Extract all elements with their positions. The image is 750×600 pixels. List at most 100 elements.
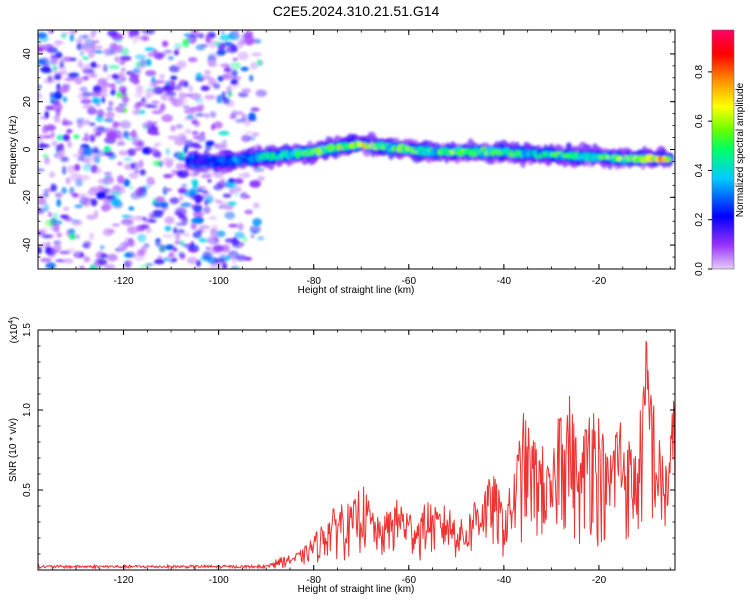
noise-blob bbox=[165, 91, 177, 97]
noise-blob bbox=[201, 173, 212, 179]
noise-blob bbox=[62, 258, 74, 264]
colorbar-tick-label: 0.2 bbox=[694, 212, 705, 226]
noise-blob bbox=[94, 209, 99, 219]
noise-blob bbox=[234, 30, 239, 38]
noise-blob bbox=[108, 100, 114, 107]
noise-blob bbox=[92, 125, 100, 133]
y-tick-label: -40 bbox=[22, 237, 33, 252]
noise-blob bbox=[104, 174, 111, 179]
noise-blob bbox=[141, 35, 150, 42]
colorbar-frame bbox=[711, 29, 735, 270]
noise-blob bbox=[227, 201, 237, 207]
noise-blob bbox=[132, 77, 140, 85]
noise-blob bbox=[189, 191, 196, 196]
noise-blob bbox=[84, 119, 91, 125]
noise-blob bbox=[145, 58, 152, 67]
noise-blob bbox=[190, 30, 200, 36]
noise-blob bbox=[230, 61, 241, 70]
noise-blob bbox=[195, 44, 206, 51]
noise-blob bbox=[209, 228, 216, 236]
noise-blob bbox=[136, 249, 141, 256]
noise-blob bbox=[43, 203, 50, 213]
noise-blob bbox=[215, 200, 223, 204]
y-tick-label: 0.5 bbox=[22, 483, 33, 497]
noise-blob bbox=[97, 178, 108, 184]
noise-blob bbox=[110, 198, 121, 206]
noise-blob bbox=[54, 40, 64, 45]
noise-blob bbox=[195, 186, 207, 190]
spectrogram-x-label: Height of straight line (km) bbox=[298, 285, 415, 296]
noise-blob bbox=[66, 72, 79, 77]
noise-blob bbox=[165, 244, 175, 251]
noise-blob bbox=[142, 102, 147, 106]
noise-blob bbox=[203, 206, 211, 214]
noise-blob bbox=[60, 86, 65, 93]
noise-blob bbox=[107, 30, 118, 37]
noise-blob bbox=[110, 89, 117, 96]
noise-blob bbox=[257, 236, 265, 241]
noise-blob bbox=[50, 48, 57, 52]
noise-blob bbox=[38, 144, 51, 148]
noise-blob bbox=[145, 104, 158, 109]
noise-blob bbox=[204, 69, 211, 76]
noise-blob bbox=[156, 154, 162, 160]
noise-blob bbox=[194, 244, 199, 250]
noise-blob bbox=[145, 70, 157, 77]
noise-blob bbox=[103, 198, 112, 205]
noise-blob bbox=[205, 140, 215, 146]
noise-blob bbox=[62, 56, 72, 62]
noise-blob bbox=[128, 215, 135, 224]
noise-blob bbox=[200, 85, 210, 92]
noise-blob bbox=[190, 204, 203, 210]
noise-blob bbox=[207, 77, 217, 87]
noise-blob bbox=[207, 179, 212, 183]
noise-blob bbox=[223, 41, 233, 47]
noise-blob bbox=[68, 233, 76, 240]
noise-blob bbox=[92, 95, 99, 103]
noise-blob bbox=[201, 189, 208, 194]
noise-blob bbox=[169, 251, 175, 258]
noise-blob bbox=[99, 245, 105, 250]
noise-blob bbox=[244, 131, 254, 135]
noise-blob bbox=[178, 92, 186, 101]
noise-blob bbox=[175, 46, 181, 51]
colorbar-tick-label: 0.8 bbox=[694, 64, 705, 78]
noise-blob bbox=[102, 64, 108, 73]
noise-blob bbox=[228, 189, 236, 195]
noise-blob bbox=[222, 193, 232, 198]
noise-blob bbox=[71, 219, 83, 226]
noise-blob bbox=[103, 188, 111, 194]
noise-blob bbox=[204, 94, 216, 100]
noise-blob bbox=[93, 40, 100, 44]
noise-blob bbox=[222, 97, 230, 105]
noise-blob bbox=[70, 30, 77, 35]
x-tick-label: -20 bbox=[592, 276, 607, 287]
noise-blob bbox=[152, 209, 165, 216]
noise-blob bbox=[168, 65, 181, 73]
noise-blob bbox=[128, 30, 135, 39]
noise-blob bbox=[126, 225, 137, 233]
x-tick-label: -60 bbox=[402, 276, 417, 287]
noise-blob bbox=[125, 251, 136, 258]
noise-blob bbox=[94, 50, 104, 54]
x-tick-label: -20 bbox=[592, 575, 607, 586]
noise-blob bbox=[65, 177, 71, 185]
noise-blob bbox=[56, 232, 62, 238]
noise-blob bbox=[241, 235, 248, 243]
noise-blob bbox=[145, 263, 154, 267]
noise-blob bbox=[173, 136, 186, 146]
noise-blob bbox=[45, 262, 56, 269]
noise-blob bbox=[80, 67, 88, 71]
noise-blob bbox=[227, 178, 236, 183]
y-tick-label: 20 bbox=[22, 96, 33, 108]
noise-blob bbox=[209, 111, 217, 118]
ridge-core bbox=[665, 155, 672, 162]
noise-blob bbox=[38, 32, 47, 39]
noise-blob bbox=[38, 60, 43, 64]
noise-blob bbox=[128, 172, 139, 179]
noise-blob bbox=[165, 188, 172, 192]
noise-blob bbox=[116, 141, 126, 146]
noise-blob bbox=[167, 55, 174, 61]
snr-y-axis: 0.5 1.0 1.5 bbox=[22, 323, 675, 555]
noise-blob bbox=[59, 214, 69, 219]
